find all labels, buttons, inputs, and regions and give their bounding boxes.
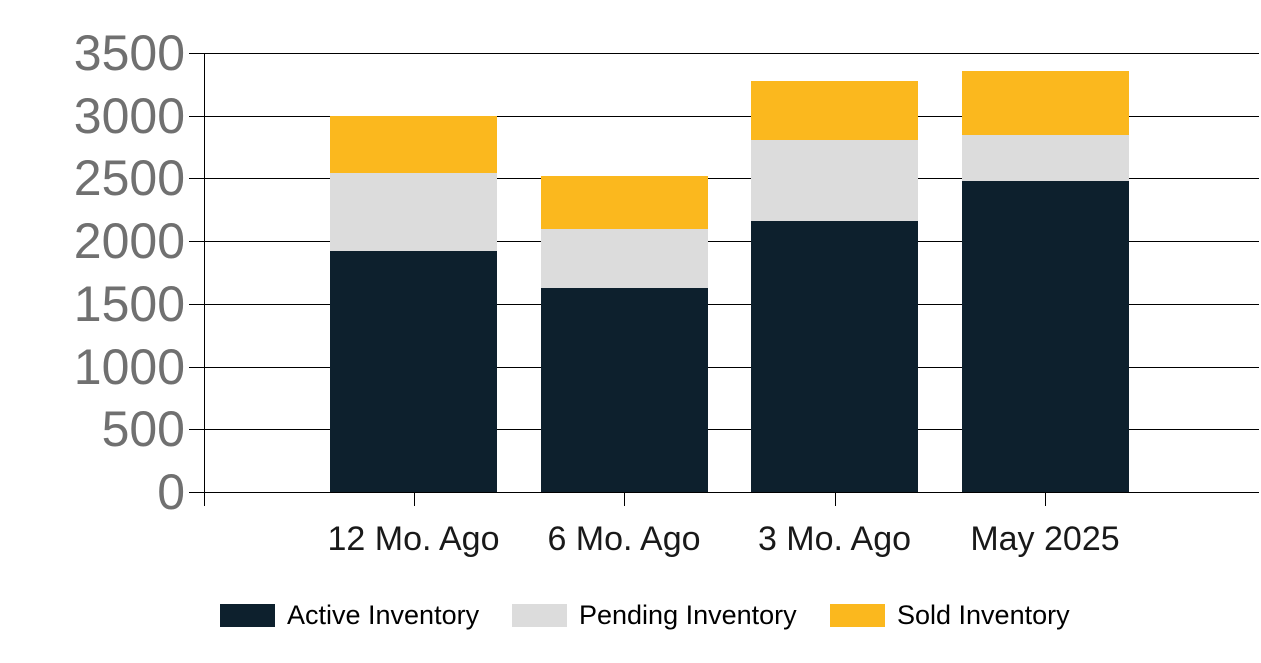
y-axis-label: 500 bbox=[101, 401, 185, 458]
x-axis-label: 6 Mo. Ago bbox=[547, 520, 701, 558]
x-axis-tick bbox=[413, 492, 415, 506]
bar bbox=[751, 80, 918, 492]
bar-segment-sold-inventory bbox=[961, 70, 1129, 136]
y-axis-label: 0 bbox=[157, 464, 185, 520]
y-axis-label: 1000 bbox=[73, 338, 185, 395]
legend-swatch bbox=[220, 603, 275, 627]
y-axis-label: 2500 bbox=[73, 150, 185, 207]
bar-segment-active-inventory bbox=[540, 288, 708, 492]
y-axis-label: 2000 bbox=[73, 213, 185, 270]
legend-label: Sold Inventory bbox=[897, 599, 1070, 630]
y-axis-tick bbox=[189, 303, 204, 305]
x-axis-tick bbox=[1045, 492, 1046, 506]
legend-item-active-inventory: Active Inventory bbox=[220, 600, 479, 630]
x-axis-label: 12 Mo. Ago bbox=[327, 520, 500, 558]
legend-item-sold-inventory: Sold Inventory bbox=[830, 600, 1070, 630]
gridline bbox=[204, 178, 1259, 180]
bar-segment-active-inventory bbox=[330, 251, 497, 492]
bar-segment-pending-inventory bbox=[961, 135, 1129, 181]
legend-label: Pending Inventory bbox=[579, 599, 797, 630]
gridline bbox=[204, 241, 1259, 243]
gridline bbox=[204, 115, 1259, 117]
gridline bbox=[204, 429, 1259, 431]
y-axis-label: 3000 bbox=[73, 87, 185, 144]
x-axis-label: May 2025 bbox=[970, 520, 1120, 558]
x-axis-tick bbox=[624, 492, 625, 506]
bar-segment-pending-inventory bbox=[540, 228, 708, 289]
legend-swatch bbox=[830, 603, 885, 627]
x-axis-tick bbox=[834, 492, 836, 506]
gridline bbox=[204, 303, 1259, 305]
gridline bbox=[204, 53, 1259, 54]
y-axis-tick bbox=[189, 366, 204, 368]
legend: Active Inventory Pending Inventory Sold In… bbox=[0, 600, 1261, 630]
bar-segment-pending-inventory bbox=[330, 172, 497, 252]
bar-segment-active-inventory bbox=[751, 221, 918, 492]
bar bbox=[540, 175, 708, 492]
y-axis-tick bbox=[189, 241, 204, 243]
x-axis-label: 3 Mo. Ago bbox=[757, 520, 912, 558]
y-axis-label: 1500 bbox=[73, 275, 185, 332]
bar-segment-active-inventory bbox=[961, 180, 1129, 492]
bar bbox=[961, 70, 1129, 492]
bar-segment-sold-inventory bbox=[330, 115, 497, 173]
y-axis-label: 3500 bbox=[73, 25, 185, 81]
bar bbox=[330, 115, 497, 492]
bar-segment-sold-inventory bbox=[751, 80, 918, 140]
legend-item-pending-inventory: Pending Inventory bbox=[512, 600, 797, 630]
y-axis-tick bbox=[189, 429, 204, 431]
gridline bbox=[204, 366, 1259, 368]
y-axis-tick bbox=[189, 115, 204, 117]
bar-segment-pending-inventory bbox=[751, 139, 918, 222]
y-axis-tick bbox=[189, 53, 204, 54]
bar-segment-sold-inventory bbox=[540, 175, 708, 229]
y-axis-tick bbox=[189, 492, 204, 493]
legend-swatch bbox=[512, 603, 567, 627]
legend-label: Active Inventory bbox=[287, 599, 480, 630]
y-axis-line bbox=[204, 53, 205, 506]
y-axis-tick bbox=[189, 178, 204, 180]
gridline bbox=[204, 492, 1259, 493]
